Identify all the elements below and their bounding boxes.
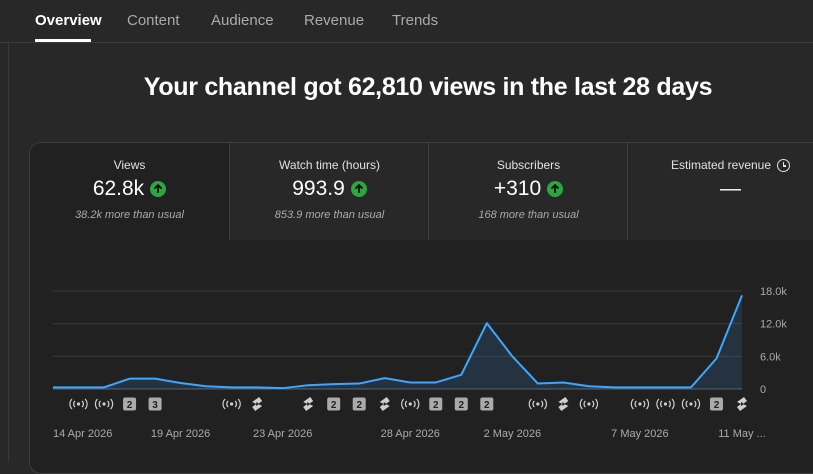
- live-dot: [102, 402, 105, 405]
- live-dot: [409, 402, 412, 405]
- live-stream-icon: [402, 399, 419, 409]
- upload-count-badge: 2: [123, 398, 136, 412]
- x-tick-label: 7 May 2026: [611, 428, 668, 440]
- x-tick-label: 28 Apr 2026: [381, 428, 440, 440]
- shorts-icon: [303, 397, 313, 411]
- x-tick-label: 2 May 2026: [484, 428, 541, 440]
- live-wave: [694, 401, 695, 407]
- live-wave: [417, 399, 419, 409]
- live-wave: [95, 399, 97, 409]
- active-tab-indicator: [35, 39, 91, 42]
- live-stream-icon: [529, 399, 546, 409]
- live-wave: [682, 399, 684, 409]
- live-wave: [672, 399, 674, 409]
- live-stream-icon: [580, 399, 597, 409]
- y-tick-label: 12.0k: [760, 319, 787, 331]
- badge-count: 2: [433, 400, 439, 411]
- series-line-views: [53, 295, 742, 388]
- badge-count: 2: [714, 400, 720, 411]
- live-stream-icon: [223, 399, 240, 409]
- live-stream-icon: [70, 399, 87, 409]
- live-dot: [664, 402, 667, 405]
- badge-count: 2: [127, 400, 133, 411]
- live-stream-icon: [631, 399, 648, 409]
- y-tick-label: 0: [760, 384, 766, 396]
- live-stream-icon: [657, 399, 674, 409]
- live-wave: [631, 399, 633, 409]
- shorts-icon: [737, 397, 747, 411]
- live-wave: [643, 401, 644, 407]
- live-wave: [235, 401, 236, 407]
- live-wave: [74, 401, 75, 407]
- badge-count: 2: [459, 400, 465, 411]
- badge-count: 2: [484, 400, 490, 411]
- tab-trends[interactable]: Trends: [392, 12, 438, 29]
- upload-count-badge: 2: [455, 398, 468, 412]
- shorts-icon: [252, 397, 262, 411]
- badge-count: 2: [331, 400, 337, 411]
- page-headline: Your channel got 62,810 views in the las…: [0, 73, 813, 102]
- live-wave: [686, 401, 687, 407]
- live-wave: [635, 401, 636, 407]
- live-wave: [414, 401, 415, 407]
- live-wave: [227, 401, 228, 407]
- shorts-icon: [558, 397, 568, 411]
- live-stream-icon: [682, 399, 699, 409]
- tab-audience[interactable]: Audience: [211, 12, 274, 29]
- badge-count: 2: [356, 400, 362, 411]
- live-wave: [85, 399, 87, 409]
- badge-count: 3: [152, 400, 158, 411]
- live-dot: [638, 402, 641, 405]
- upload-count-badge: 2: [429, 398, 442, 412]
- live-wave: [533, 401, 534, 407]
- live-wave: [529, 399, 531, 409]
- live-dot: [230, 402, 233, 405]
- live-wave: [82, 401, 83, 407]
- live-dot: [536, 402, 539, 405]
- live-wave: [592, 401, 593, 407]
- y-tick-label: 6.0k: [760, 351, 781, 363]
- live-wave: [402, 399, 404, 409]
- live-dot: [587, 402, 590, 405]
- live-wave: [657, 399, 659, 409]
- live-wave: [661, 401, 662, 407]
- live-wave: [595, 399, 597, 409]
- upload-count-badge: 2: [710, 398, 723, 412]
- upload-count-badge: 2: [480, 398, 493, 412]
- live-wave: [111, 399, 113, 409]
- live-wave: [646, 399, 648, 409]
- tab-revenue[interactable]: Revenue: [304, 12, 364, 29]
- analytics-tabs: Overview Content Audience Revenue Trends: [0, 0, 813, 43]
- live-wave: [584, 401, 585, 407]
- overview-card: Views 62.8k 38.2k more than usual Watch …: [29, 142, 813, 474]
- live-wave: [669, 401, 670, 407]
- upload-count-badge: 3: [149, 398, 162, 412]
- x-tick-label: 19 Apr 2026: [151, 428, 210, 440]
- live-wave: [580, 399, 582, 409]
- tab-overview[interactable]: Overview: [35, 12, 102, 29]
- divider: [8, 42, 9, 462]
- shorts-icon: [380, 397, 390, 411]
- series-area: [53, 295, 742, 389]
- x-tick-label: 11 May ...: [718, 428, 765, 440]
- tab-content[interactable]: Content: [127, 12, 180, 29]
- upload-count-badge: 2: [327, 398, 340, 412]
- live-dot: [77, 402, 80, 405]
- live-wave: [99, 401, 100, 407]
- live-wave: [70, 399, 72, 409]
- live-wave: [697, 399, 699, 409]
- live-stream-icon: [95, 399, 112, 409]
- live-dot: [689, 402, 692, 405]
- live-wave: [238, 399, 240, 409]
- live-wave: [541, 401, 542, 407]
- live-wave: [108, 401, 109, 407]
- y-tick-label: 18.0k: [760, 286, 787, 298]
- x-tick-label: 23 Apr 2026: [253, 428, 312, 440]
- live-wave: [544, 399, 546, 409]
- upload-count-badge: 2: [353, 398, 366, 412]
- live-wave: [405, 401, 406, 407]
- live-wave: [223, 399, 225, 409]
- x-tick-label: 14 Apr 2026: [53, 428, 112, 440]
- views-line-chart[interactable]: 18.0k 12.0k 6.0k 0 2 3 2 2 2 2 2 2 14 Apr 2026 19 Apr…: [30, 143, 813, 473]
